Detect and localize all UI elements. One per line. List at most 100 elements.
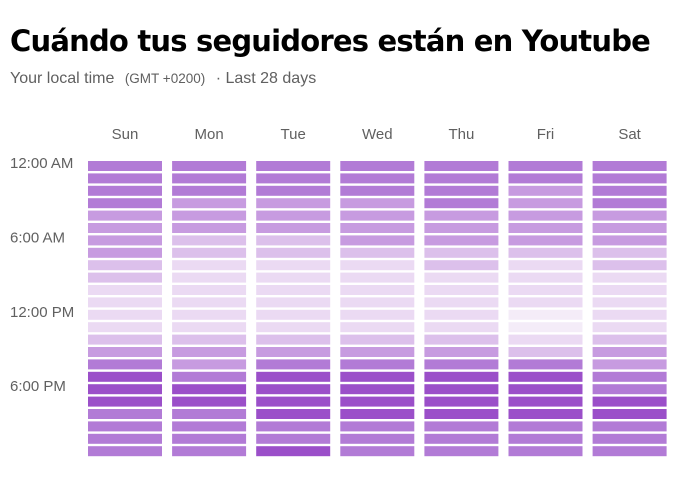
- heatmap-cell-tue-h3: [256, 198, 331, 209]
- heatmap-cell-sat-h14: [592, 334, 667, 345]
- heatmap-cell-thu-h21: [424, 421, 499, 432]
- date-range-label: · Last 28 days: [215, 70, 317, 87]
- heatmap-cell-fri-h18: [508, 384, 583, 395]
- heatmap-cell-sat-h17: [592, 371, 667, 382]
- page-title: Cuándo tus seguidores están en Youtube: [10, 24, 651, 58]
- heatmap-cell-mon-h13: [172, 322, 247, 333]
- heatmap-cell-sat-h7: [592, 247, 667, 258]
- heatmap-cell-tue-h22: [256, 433, 331, 444]
- heatmap-cell-mon-h11: [172, 297, 247, 308]
- heatmap-cell-fri-h22: [508, 433, 583, 444]
- heatmap-cell-fri-h23: [508, 446, 583, 457]
- heatmap-cell-thu-h5: [424, 223, 499, 233]
- heatmap-cell-sun-h9: [88, 272, 162, 283]
- heatmap-cell-sat-h21: [592, 421, 667, 432]
- heatmap-cell-mon-h10: [172, 285, 247, 295]
- heatmap-cell-mon-h14: [172, 334, 247, 345]
- heatmap-cell-sun-h5: [88, 223, 162, 233]
- heatmap-cell-fri-h14: [508, 334, 583, 345]
- heatmap-cell-tue-h21: [256, 421, 331, 432]
- heatmap-cell-mon-h16: [172, 359, 247, 370]
- heatmap-cell-tue-h11: [256, 297, 331, 308]
- heatmap-cell-mon-h15: [172, 347, 247, 357]
- heatmap-cell-mon-h6: [172, 235, 247, 246]
- heatmap-cell-tue-h17: [256, 371, 331, 382]
- heatmap-cell-sun-h23: [88, 446, 162, 457]
- heatmap-cell-thu-h4: [424, 210, 499, 221]
- heatmap-cell-sat-h18: [592, 384, 667, 395]
- heatmap-cell-sun-h0: [88, 161, 162, 171]
- heatmap-cell-sun-h13: [88, 322, 162, 333]
- heatmap-cell-fri-h17: [508, 371, 583, 382]
- time-label-12-00-pm: 12:00 PM: [10, 304, 74, 321]
- heatmap-cell-sun-h4: [88, 210, 162, 221]
- heatmap-cell-wed-h20: [340, 409, 415, 419]
- heatmap-cell-tue-h20: [256, 409, 331, 419]
- heatmap-cell-tue-h6: [256, 235, 331, 246]
- heatmap-cell-sat-h8: [592, 260, 667, 271]
- heatmap-cell-wed-h3: [340, 198, 415, 209]
- heatmap-cell-thu-h11: [424, 297, 499, 308]
- heatmap-cell-sun-h1: [88, 173, 162, 184]
- heatmap-cell-thu-h13: [424, 322, 499, 333]
- heatmap-cell-thu-h12: [424, 309, 499, 320]
- heatmap-cell-sun-h2: [88, 185, 162, 196]
- heatmap-cell-thu-h23: [424, 446, 499, 457]
- heatmap-cell-thu-h3: [424, 198, 499, 209]
- heatmap-cell-thu-h14: [424, 334, 499, 345]
- heatmap-cell-mon-h12: [172, 309, 247, 320]
- heatmap-cell-fri-h13: [508, 322, 583, 333]
- heatmap-cell-tue-h0: [256, 161, 331, 171]
- heatmap-cell-sun-h7: [88, 247, 162, 258]
- heatmap-cell-fri-h0: [508, 161, 583, 171]
- heatmap-cell-wed-h7: [340, 247, 415, 258]
- heatmap-cell-fri-h7: [508, 247, 583, 258]
- day-label-sun: Sun: [112, 126, 139, 143]
- heatmap-cell-tue-h5: [256, 223, 331, 233]
- heatmap-cell-thu-h15: [424, 347, 499, 357]
- heatmap-cell-sat-h0: [592, 161, 667, 171]
- heatmap-cell-sat-h23: [592, 446, 667, 457]
- heatmap-cell-fri-h9: [508, 272, 583, 283]
- heatmap-cell-mon-h0: [172, 161, 247, 171]
- heatmap-cell-wed-h13: [340, 322, 415, 333]
- heatmap-cell-sun-h8: [88, 260, 162, 271]
- heatmap-cell-tue-h13: [256, 322, 331, 333]
- heatmap-cell-sat-h16: [592, 359, 667, 370]
- heatmap-cell-tue-h19: [256, 396, 331, 407]
- heatmap-cell-fri-h5: [508, 223, 583, 233]
- heatmap-cell-wed-h23: [340, 446, 415, 457]
- heatmap-cell-mon-h19: [172, 396, 247, 407]
- heatmap-cell-sat-h12: [592, 309, 667, 320]
- heatmap-cell-mon-h2: [172, 185, 247, 196]
- heatmap-cell-sun-h19: [88, 396, 162, 407]
- heatmap-cell-sun-h11: [88, 297, 162, 308]
- heatmap-cell-mon-h4: [172, 210, 247, 221]
- heatmap-cell-sun-h17: [88, 371, 162, 382]
- heatmap-cell-mon-h23: [172, 446, 247, 457]
- heatmap-cell-thu-h7: [424, 247, 499, 258]
- heatmap-cell-tue-h16: [256, 359, 331, 370]
- heatmap-cell-thu-h1: [424, 173, 499, 184]
- heatmap-cell-thu-h19: [424, 396, 499, 407]
- heatmap-cell-sun-h21: [88, 421, 162, 432]
- heatmap-cell-thu-h10: [424, 285, 499, 295]
- heatmap-cell-thu-h16: [424, 359, 499, 370]
- heatmap-cell-fri-h10: [508, 285, 583, 295]
- heatmap-cell-sat-h13: [592, 322, 667, 333]
- heatmap-cell-thu-h22: [424, 433, 499, 444]
- heatmap-cell-fri-h6: [508, 235, 583, 246]
- heatmap-cell-mon-h17: [172, 371, 247, 382]
- day-label-mon: Mon: [195, 126, 224, 143]
- heatmap-cell-tue-h10: [256, 285, 331, 295]
- heatmap-cell-fri-h4: [508, 210, 583, 221]
- heatmap-cell-wed-h12: [340, 309, 415, 320]
- day-label-fri: Fri: [537, 126, 555, 143]
- heatmap-cell-sat-h1: [592, 173, 667, 184]
- heatmap-cell-wed-h21: [340, 421, 415, 432]
- heatmap-cell-sat-h2: [592, 185, 667, 196]
- heatmap-cell-sun-h6: [88, 235, 162, 246]
- heatmap-cell-wed-h5: [340, 223, 415, 233]
- heatmap-cell-wed-h15: [340, 347, 415, 357]
